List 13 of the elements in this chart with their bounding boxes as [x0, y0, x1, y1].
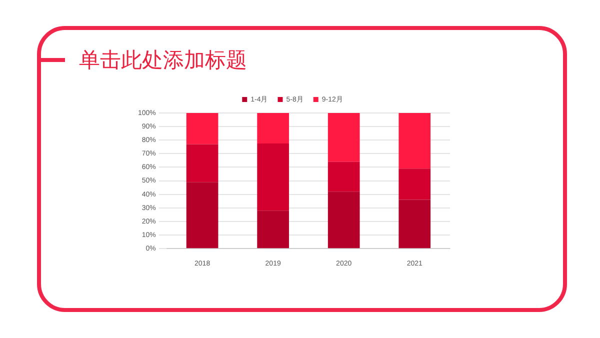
bar — [257, 113, 289, 144]
bar — [186, 113, 218, 144]
bar — [257, 144, 289, 211]
bar — [398, 113, 431, 169]
chart-title: 单击此处添加标题 — [79, 47, 247, 74]
bar — [328, 192, 360, 248]
bar — [186, 144, 218, 182]
bar — [186, 182, 218, 248]
bar — [257, 210, 289, 248]
bar — [328, 162, 360, 192]
bar — [398, 200, 431, 248]
bar — [328, 113, 360, 162]
bar — [398, 168, 431, 200]
